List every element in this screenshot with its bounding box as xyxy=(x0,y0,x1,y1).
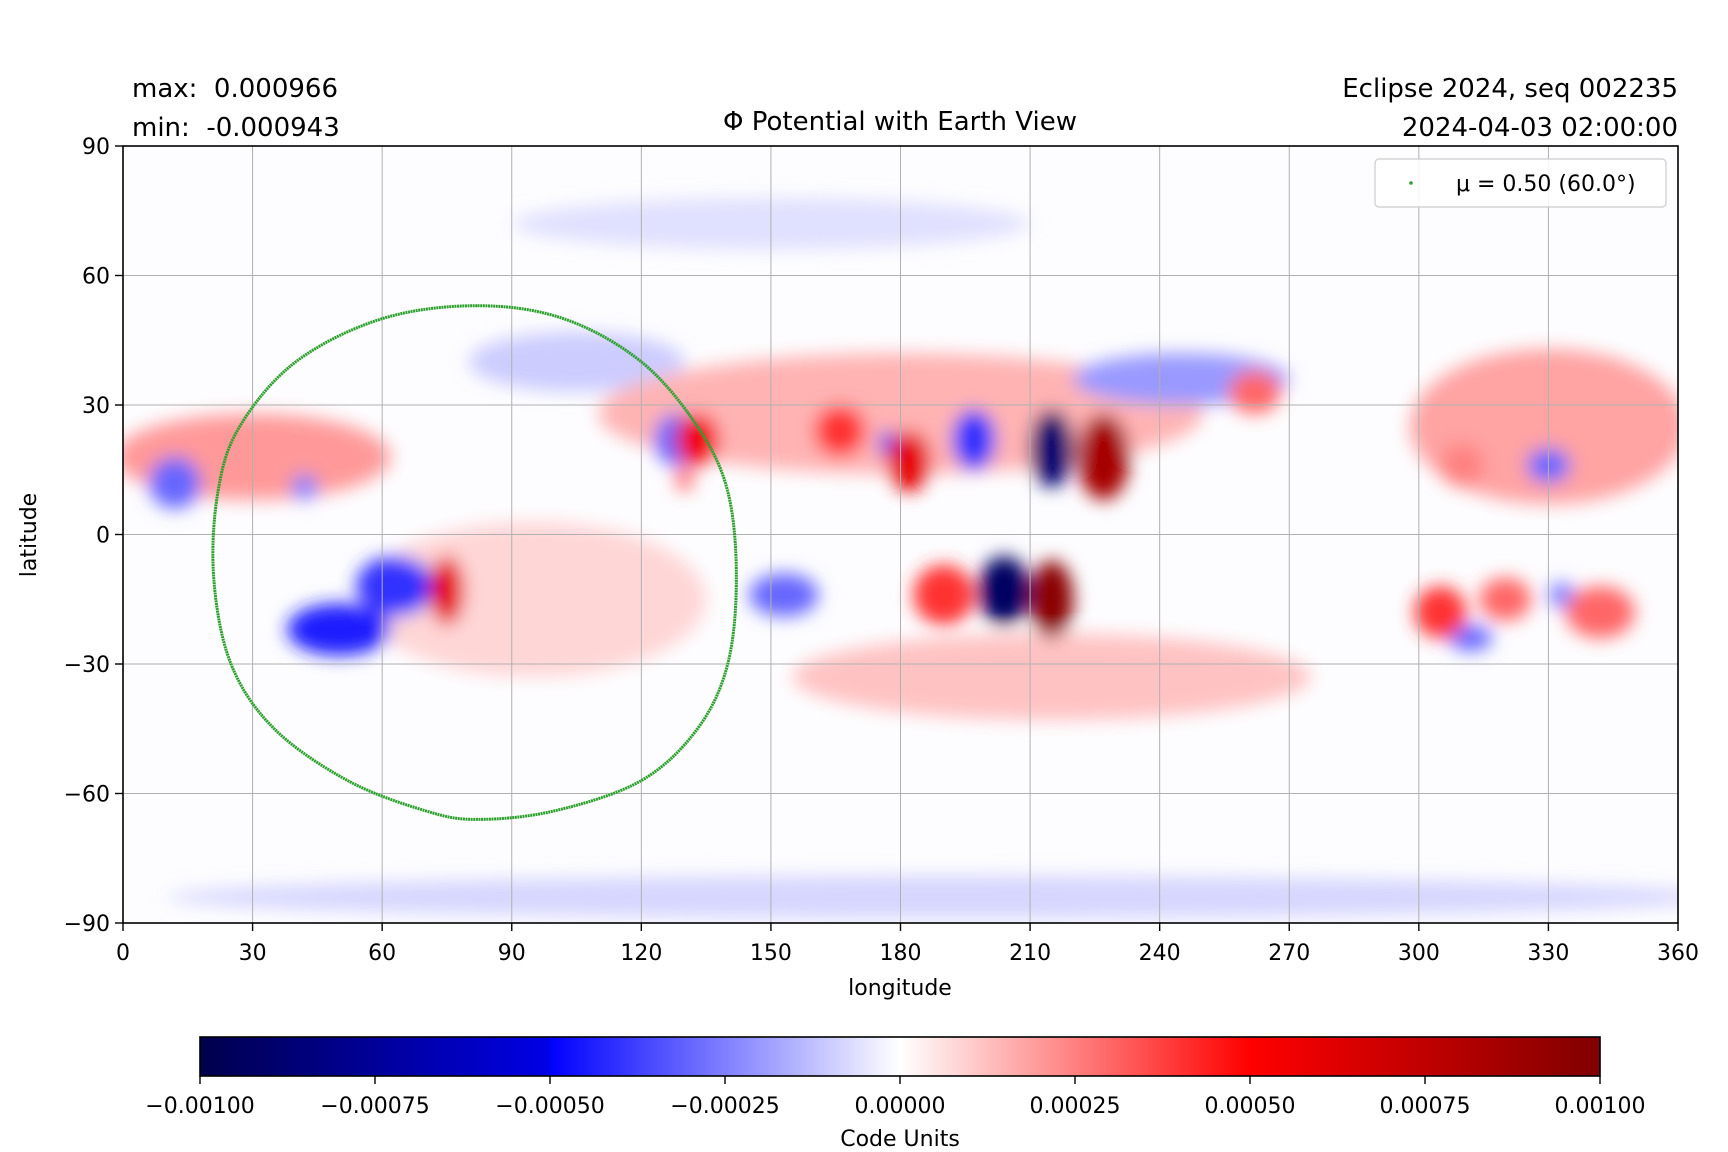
y-tick-label: 30 xyxy=(82,394,110,419)
legend: μ = 0.50 (60.0°) xyxy=(1374,158,1667,208)
colorbar-tick-label: 0.00050 xyxy=(1205,1094,1296,1119)
heatmap-feature xyxy=(675,413,720,466)
colorbar-label: Code Units xyxy=(840,1127,960,1152)
heatmap-feature xyxy=(1565,586,1635,639)
colorbar-tick-label: 0.00000 xyxy=(855,1094,946,1119)
heatmap-feature xyxy=(675,465,694,492)
heatmap-feature xyxy=(287,603,391,656)
legend-marker xyxy=(1409,181,1413,185)
colorbar-gradient xyxy=(199,1036,1601,1077)
x-tick-label: 120 xyxy=(620,941,662,966)
x-tick-label: 0 xyxy=(116,941,130,966)
heatmap-feature xyxy=(978,556,1031,626)
heatmap-feature xyxy=(356,556,434,617)
colorbar-tick-label: 0.00100 xyxy=(1555,1094,1646,1119)
y-axis: 90 60 30 0 −30 −60 −90 xyxy=(64,135,123,937)
y-tick-label: 0 xyxy=(96,524,110,549)
colorbar-tick-label: −0.00025 xyxy=(670,1094,779,1119)
min-label: min: -0.000943 xyxy=(132,113,340,143)
y-tick-label: 60 xyxy=(82,265,110,290)
y-tick-label: −90 xyxy=(64,912,110,937)
x-tick-label: 300 xyxy=(1398,941,1440,966)
heatmap-feature xyxy=(1077,413,1130,500)
legend-box xyxy=(1374,158,1667,208)
heatmap-feature xyxy=(952,409,996,470)
legend-entry: μ = 0.50 (60.0°) xyxy=(1456,172,1636,197)
x-axis-label: longitude xyxy=(848,976,952,1001)
heatmap-feature xyxy=(887,430,931,492)
colorbar: −0.00100 −0.00075 −0.00050 −0.00025 0.00000 0… xyxy=(145,1036,1646,1152)
heatmap-feature xyxy=(1030,560,1074,639)
chart-title: Φ Potential with Earth View xyxy=(723,107,1077,137)
header-run: Eclipse 2024, seq 002235 xyxy=(1342,74,1678,104)
heatmap-feature xyxy=(1030,409,1074,488)
heatmap-feature xyxy=(913,564,974,626)
x-tick-label: 60 xyxy=(368,941,396,966)
y-tick-label: −30 xyxy=(64,653,110,678)
heatmap-feature xyxy=(1449,625,1493,652)
colorbar-tick-label: 0.00025 xyxy=(1030,1094,1121,1119)
colorbar-tick-label: −0.00050 xyxy=(495,1094,604,1119)
heatmap-feature xyxy=(1440,443,1484,488)
x-tick-label: 30 xyxy=(239,941,267,966)
heatmap-feature xyxy=(749,573,819,617)
x-tick-label: 90 xyxy=(498,941,526,966)
heatmap-feature xyxy=(1548,581,1575,608)
x-tick-label: 150 xyxy=(750,941,792,966)
heatmap-feature xyxy=(468,331,685,393)
heatmap-feature xyxy=(148,456,201,509)
heatmap-feature xyxy=(429,556,465,626)
x-tick-label: 360 xyxy=(1657,941,1699,966)
colorbar-tick-label: −0.00100 xyxy=(145,1094,254,1119)
heatmap-feature xyxy=(814,405,866,457)
colorbar-tick-label: −0.00075 xyxy=(320,1094,429,1119)
heatmap-feature xyxy=(1479,577,1532,621)
heatmap-feature xyxy=(1228,370,1281,414)
y-axis-label: latitude xyxy=(17,493,42,577)
x-axis: 0 30 60 90 120 150 180 210 240 270 300 330 360 xyxy=(116,923,1699,966)
x-tick-label: 270 xyxy=(1268,941,1310,966)
x-tick-label: 330 xyxy=(1527,941,1569,966)
heatmap-feature xyxy=(291,474,318,500)
plot-area: 0 30 60 90 120 150 180 210 240 270 300 330 360 90603… xyxy=(17,135,1699,1001)
mu-contour-line xyxy=(211,304,738,821)
colorbar-tick-label: 0.00075 xyxy=(1380,1094,1471,1119)
heatmap-field xyxy=(123,197,1678,919)
grid xyxy=(123,146,1678,923)
header-date: 2024-04-03 02:00:00 xyxy=(1402,113,1678,143)
x-tick-label: 240 xyxy=(1139,941,1181,966)
heatmap-feature xyxy=(1414,586,1467,639)
mu-contour xyxy=(211,304,738,821)
heatmap-feature xyxy=(792,633,1311,721)
y-tick-label: −60 xyxy=(64,783,110,808)
x-tick-label: 180 xyxy=(880,941,922,966)
max-label: max: 0.000966 xyxy=(132,74,338,104)
heatmap-feature xyxy=(166,875,1678,919)
y-tick-label: 90 xyxy=(82,135,110,160)
x-tick-label: 210 xyxy=(1009,941,1051,966)
